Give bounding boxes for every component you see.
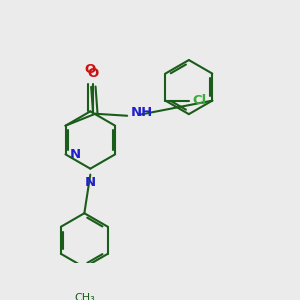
Text: N: N	[70, 148, 81, 161]
Text: O: O	[85, 63, 96, 76]
Text: CH₃: CH₃	[74, 293, 95, 300]
Text: N: N	[85, 176, 96, 189]
Text: O: O	[88, 67, 99, 80]
Text: NH: NH	[130, 106, 153, 119]
Text: Cl: Cl	[193, 94, 207, 107]
